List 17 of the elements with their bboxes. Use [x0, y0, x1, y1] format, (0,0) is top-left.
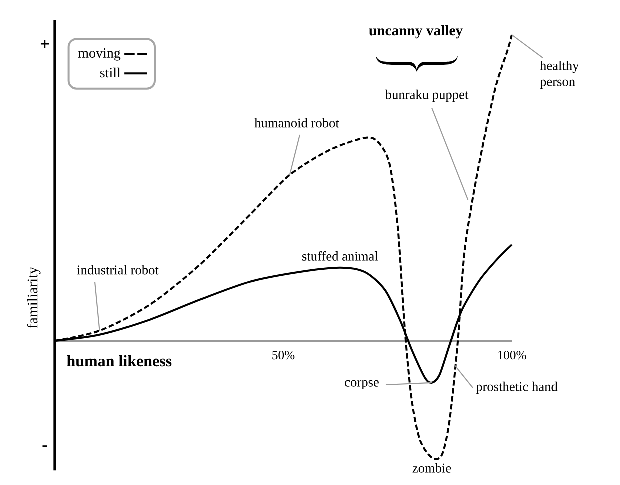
annotation: zombie — [412, 463, 452, 473]
text: + — [40, 40, 50, 48]
x-tick-label: 100% — [498, 351, 526, 360]
annotation: corpse — [345, 380, 379, 390]
annotation: uncanny valley — [369, 25, 463, 39]
x-axis-title: human likeness — [67, 355, 172, 367]
x-tick-label: 50% — [272, 351, 295, 360]
annotation: stuffed animal — [302, 251, 378, 261]
annotation: prosthetic hand — [476, 382, 558, 394]
annotation: humanoid robot — [254, 118, 340, 128]
legend-label: moving — [78, 48, 121, 61]
text: - — [42, 446, 48, 448]
annotation: healthy person — [540, 60, 580, 90]
y-axis-title: familiarity — [27, 267, 41, 328]
annotation: industrial robot — [77, 265, 159, 275]
annotation: bunraku puppet — [385, 90, 469, 102]
legend-label: still — [100, 68, 121, 78]
